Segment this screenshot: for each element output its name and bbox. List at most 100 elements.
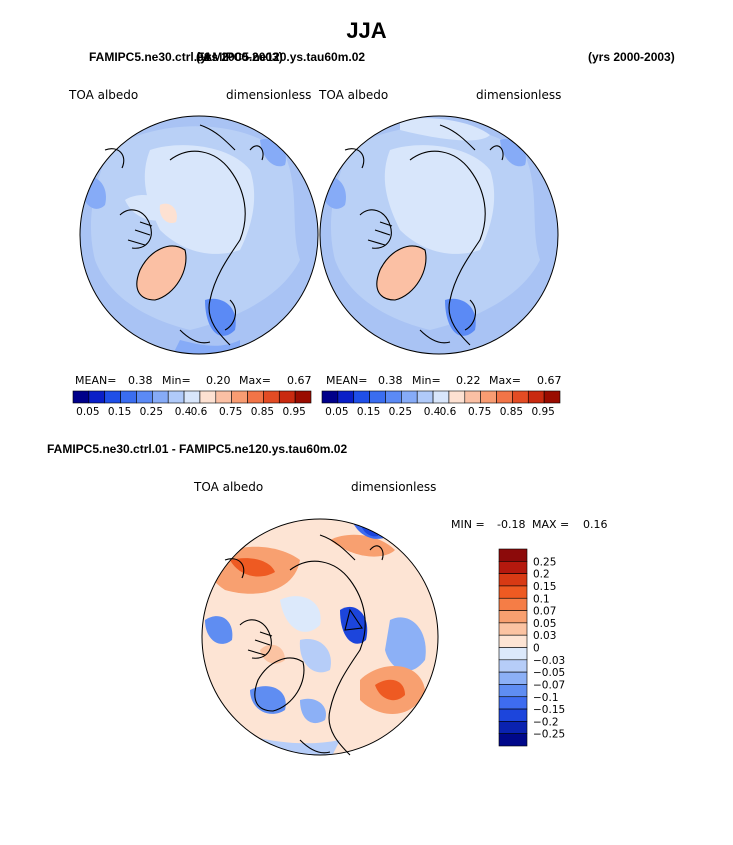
colorbar-panel-2-swatch: [369, 390, 386, 404]
colorbar-panel-2-swatch: [416, 390, 434, 404]
colorbar-panel-1-label: 0.95: [282, 406, 305, 418]
colorbar-panel-2-swatch: [432, 390, 450, 404]
colorbar-panel-1-swatch: [152, 390, 169, 404]
colorbar-difference-label: −0.1: [533, 692, 559, 704]
colorbar-difference-swatch: [498, 733, 528, 747]
difference-map: [201, 518, 439, 756]
colorbar-panel-1-swatch: [247, 390, 264, 404]
colorbar-panel-2-label: 0.95: [531, 406, 554, 418]
difference-variable: TOA albedo: [194, 480, 264, 494]
colorbar-panel-2-swatch: [464, 390, 481, 404]
colorbar-difference-label: 0.05: [533, 618, 556, 630]
colorbar-panel-2-label: 0.05: [325, 406, 348, 418]
panel-1-variable: TOA albedo: [69, 88, 139, 102]
colorbar-difference-label: −0.2: [533, 716, 559, 728]
colorbar-panel-2-label: 0.85: [500, 406, 523, 418]
colorbar-difference-swatch: [498, 573, 528, 587]
colorbar-panel-1-swatch: [167, 390, 185, 404]
colorbar-panel-2-swatch: [448, 390, 466, 404]
colorbar-difference-label: −0.05: [533, 667, 565, 679]
colorbar-panel-2-swatch: [321, 390, 339, 404]
panel-2-mean-label: MEAN=: [326, 374, 368, 387]
panel-2-min-label: Min=: [412, 374, 441, 387]
panel-1-max-label: Max=: [239, 374, 271, 387]
colorbar-panel-1-swatch: [231, 390, 248, 404]
colorbar-panel-2-swatch: [401, 390, 418, 404]
panel-1-min: 0.20: [206, 374, 231, 387]
colorbar-panel-1-swatch: [72, 390, 90, 404]
colorbar-difference: 0.250.20.150.10.070.050.030−0.03−0.05−0.…: [498, 548, 565, 747]
colorbar-panel-1-swatch: [136, 390, 153, 404]
colorbar-panel-1-label: 0.05: [76, 406, 99, 418]
difference-min: -0.18: [497, 518, 526, 531]
colorbar-difference-swatch: [498, 708, 528, 722]
colorbar-panel-2-label: 0.15: [357, 406, 380, 418]
colorbar-difference-label: −0.03: [533, 655, 565, 667]
panel-2-min: 0.22: [456, 374, 481, 387]
colorbar-panel-2-label: 0.4: [424, 406, 441, 418]
header-case-b: FAMIPC5.ne120.ys.tau60m.02: [197, 50, 366, 64]
colorbar-panel-2-swatch: [337, 390, 355, 404]
colorbar-panel-2-label: 0.75: [468, 406, 491, 418]
difference-header: FAMIPC5.ne30.ctrl.01 - FAMIPC5.ne120.ys.…: [47, 442, 348, 456]
panel-2-map: [319, 115, 559, 355]
colorbar-panel-2-swatch: [527, 390, 545, 404]
colorbar-difference-label: 0.15: [533, 581, 556, 593]
colorbar-panel-1-label: 0.75: [219, 406, 242, 418]
panel-1-mean-label: MEAN=: [75, 374, 117, 387]
colorbar-panel-1-swatch: [183, 390, 201, 404]
colorbar-difference-swatch: [498, 647, 528, 661]
colorbar-difference-swatch: [498, 561, 528, 574]
colorbar-panel-1: 0.05 0.15 0.25 0.4 0.6 0.75 0.85 0.95: [72, 390, 312, 418]
colorbar-difference-swatch: [498, 597, 528, 611]
colorbar-difference-swatch: [498, 548, 528, 562]
header-case-a: FAMIPC5.ne30.ctrl.01: [89, 50, 211, 64]
colorbar-panel-1-label: 0.85: [251, 406, 274, 418]
difference-units: dimensionless: [351, 480, 437, 494]
colorbar-panel-1-swatch: [263, 390, 280, 404]
colorbar-difference-swatch: [498, 696, 528, 710]
colorbar-difference-label: −0.07: [533, 679, 565, 691]
colorbar-panel-2: 0.05 0.15 0.25 0.4 0.6 0.75 0.85 0.95: [321, 390, 561, 418]
colorbar-panel-2-swatch: [512, 390, 529, 404]
panel-1-mean: 0.38: [128, 374, 153, 387]
plot-title: JJA: [346, 18, 387, 43]
colorbar-difference-label: −0.25: [533, 729, 565, 741]
colorbar-panel-2-swatch: [353, 390, 370, 404]
colorbar-difference-swatch: [498, 622, 528, 636]
colorbar-panel-1-swatch: [199, 390, 217, 404]
panel-1-units: dimensionless: [226, 88, 312, 102]
colorbar-difference-label: 0.03: [533, 630, 556, 642]
panel-2-max: 0.67: [537, 374, 562, 387]
colorbar-difference-swatch: [498, 610, 528, 624]
panel-2-max-label: Max=: [489, 374, 521, 387]
colorbar-difference-swatch: [498, 659, 528, 673]
difference-max-label: MAX =: [532, 518, 570, 531]
panel-1-max: 0.67: [287, 374, 312, 387]
difference-min-label: MIN =: [451, 518, 485, 531]
header-years-b: (yrs 2000-2003): [588, 50, 675, 64]
colorbar-panel-2-label: 0.25: [389, 406, 412, 418]
colorbar-panel-1-swatch: [104, 390, 121, 404]
panel-1-min-label: Min=: [162, 374, 191, 387]
panel-2-variable: TOA albedo: [319, 88, 389, 102]
colorbar-panel-1-swatch: [294, 390, 312, 404]
colorbar-panel-1-swatch: [215, 390, 232, 404]
panel-1-map: [79, 115, 319, 355]
colorbar-difference-swatch: [498, 634, 528, 648]
colorbar-panel-1-swatch: [278, 390, 296, 404]
colorbar-panel-1-swatch: [88, 390, 106, 404]
colorbar-difference-label: 0.2: [533, 569, 550, 581]
colorbar-panel-1-label: 0.15: [108, 406, 131, 418]
colorbar-difference-label: 0.1: [533, 593, 550, 605]
panel-2-mean: 0.38: [378, 374, 403, 387]
colorbar-difference-label: 0: [533, 643, 540, 655]
header-years-a: (yrs 2000-2003): [196, 50, 283, 64]
colorbar-difference-label: 0.07: [533, 606, 556, 618]
colorbar-difference-label: −0.15: [533, 704, 565, 716]
colorbar-panel-2-swatch: [385, 390, 402, 404]
colorbar-panel-1-label: 0.4: [175, 406, 192, 418]
colorbar-difference-swatch: [498, 721, 528, 734]
difference-max: 0.16: [583, 518, 608, 531]
